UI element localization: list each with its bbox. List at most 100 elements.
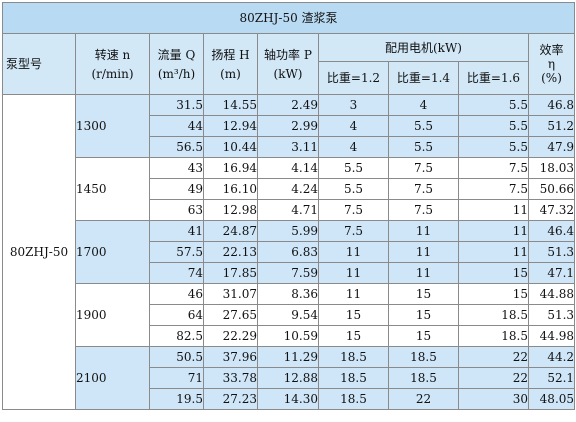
efficiency-cell: 51.3 (527, 241, 576, 263)
table-row: 57.5 22.13 6.83 11 11 11 51.3 (3, 241, 576, 263)
motor-sg2-cell: 11 (388, 262, 459, 284)
table-row: 74 17.85 7.59 11 11 15 47.1 (3, 262, 576, 284)
title-row: 80ZHJ-50 渣浆泵 (1, 2, 576, 34)
header-flow-unit: (m³/h) (157, 66, 196, 81)
power-cell: 2.49 (257, 94, 319, 116)
power-cell: 10.59 (257, 325, 319, 347)
flow-cell: 44 (149, 115, 204, 137)
efficiency-cell: 48.05 (527, 388, 576, 410)
motor-sg1-cell: 4 (318, 136, 389, 158)
head-cell: 27.23 (203, 388, 258, 410)
efficiency-cell: 47.1 (527, 262, 576, 284)
efficiency-cell: 44.2 (527, 346, 576, 368)
efficiency-cell: 46.8 (527, 94, 576, 116)
motor-sg2-cell: 5.5 (388, 115, 459, 137)
motor-sg3-cell: 18.5 (458, 304, 529, 326)
header-row-top: 泵型号 转速 n (r/min) 流量 Q (m³/h) 扬程 H (m) 轴功… (2, 33, 576, 95)
table-row: 63 12.98 4.71 7.5 7.5 11 47.32 (3, 199, 576, 221)
motor-sg1-cell: 15 (318, 304, 389, 326)
header-eff-symbol: η (547, 57, 556, 71)
table-row: 80ZHJ-50 1300 31.5 14.55 2.49 3 4 5.5 46.8 (2, 94, 576, 410)
header-sg-2: 比重=1.4 (388, 61, 459, 95)
flow-cell: 63 (149, 199, 204, 221)
flow-cell: 31.5 (149, 94, 204, 116)
header-speed-unit: (r/min) (91, 66, 134, 81)
motor-sg3-cell: 7.5 (458, 178, 529, 200)
efficiency-cell: 18.03 (527, 157, 576, 179)
header-flow: 流量 Q (m³/h) (149, 33, 204, 95)
power-cell: 2.99 (257, 115, 319, 137)
speed-cell: 1300 (75, 94, 150, 158)
speed-cell: 1450 (75, 157, 150, 221)
header-speed: 转速 n (r/min) (75, 33, 150, 95)
efficiency-cell: 50.66 (527, 178, 576, 200)
flow-cell: 43 (149, 157, 204, 179)
motor-sg2-cell: 5.5 (388, 136, 459, 158)
efficiency-cell: 44.88 (527, 283, 576, 305)
motor-sg1-cell: 18.5 (318, 346, 389, 368)
motor-sg2-cell: 4 (388, 94, 459, 116)
flow-cell: 46 (149, 283, 204, 305)
head-cell: 33.78 (203, 367, 258, 389)
header-head-unit: (m) (220, 66, 241, 81)
efficiency-cell: 47.9 (527, 136, 576, 158)
head-cell: 22.29 (203, 325, 258, 347)
head-cell: 16.10 (203, 178, 258, 200)
motor-sg2-cell: 7.5 (388, 157, 459, 179)
motor-sg3-cell: 5.5 (458, 94, 529, 116)
flow-cell: 19.5 (149, 388, 204, 410)
flow-cell: 74 (149, 262, 204, 284)
motor-sg2-cell: 7.5 (388, 199, 459, 221)
table-row: 49 16.10 4.24 5.5 7.5 7.5 50.66 (3, 178, 576, 200)
table-row: 1700 41 24.87 5.99 7.5 11 11 46.4 (3, 220, 576, 284)
power-cell: 5.99 (257, 220, 319, 242)
motor-sg3-cell: 18.5 (458, 325, 529, 347)
table-row: 19.5 27.23 14.30 18.5 22 30 48.05 (3, 388, 576, 410)
head-cell: 12.94 (203, 115, 258, 137)
motor-sg3-cell: 11 (458, 241, 529, 263)
header-power-unit: (kW) (273, 66, 303, 81)
head-cell: 27.65 (203, 304, 258, 326)
power-cell: 3.11 (257, 136, 319, 158)
motor-sg2-cell: 18.5 (388, 367, 459, 389)
power-cell: 6.83 (257, 241, 319, 263)
table-row: 1450 43 16.94 4.14 5.5 7.5 7.5 18.03 (3, 157, 576, 221)
motor-sg1-cell: 3 (318, 94, 389, 116)
flow-cell: 41 (149, 220, 204, 242)
motor-sg1-cell: 11 (318, 283, 389, 305)
header-eff-name: 效率 (539, 43, 564, 57)
head-cell: 37.96 (203, 346, 258, 368)
header-power-name: 轴功率 P (264, 47, 312, 62)
flow-cell: 49 (149, 178, 204, 200)
table-row: 64 27.65 9.54 15 15 18.5 51.3 (3, 304, 576, 326)
header-speed-name: 转速 n (94, 47, 131, 62)
efficiency-cell: 47.32 (527, 199, 576, 221)
head-cell: 31.07 (203, 283, 258, 305)
table-row: 1900 46 31.07 8.36 11 15 15 44.88 (3, 283, 576, 347)
head-cell: 14.55 (203, 94, 258, 116)
efficiency-cell: 51.2 (527, 115, 576, 137)
efficiency-cell: 44.98 (527, 325, 576, 347)
power-cell: 8.36 (257, 283, 319, 305)
pump-spec-table: 80ZHJ-50 渣浆泵 泵型号 转速 n (r/min) 流量 Q (m³/h… (1, 2, 576, 410)
motor-sg3-cell: 15 (458, 283, 529, 305)
motor-sg2-cell: 11 (388, 220, 459, 242)
flow-cell: 56.5 (149, 136, 204, 158)
power-cell: 7.59 (257, 262, 319, 284)
header-power: 轴功率 P (kW) (257, 33, 319, 95)
header-flow-name: 流量 Q (157, 47, 196, 62)
table-row: 2100 50.5 37.96 11.29 18.5 18.5 22 44.2 (3, 346, 576, 410)
header-head: 扬程 H (m) (203, 33, 258, 95)
motor-sg3-cell: 30 (458, 388, 529, 410)
motor-sg3-cell: 7.5 (458, 157, 529, 179)
efficiency-cell: 46.4 (527, 220, 576, 242)
power-cell: 11.29 (257, 346, 319, 368)
motor-sg1-cell: 5.5 (318, 157, 389, 179)
header-eff-unit: (%) (541, 71, 562, 85)
head-cell: 16.94 (203, 157, 258, 179)
power-cell: 14.30 (257, 388, 319, 410)
motor-sg1-cell: 7.5 (318, 220, 389, 242)
motor-sg1-cell: 4 (318, 115, 389, 137)
speed-cell: 1900 (75, 283, 150, 347)
motor-sg2-cell: 22 (388, 388, 459, 410)
